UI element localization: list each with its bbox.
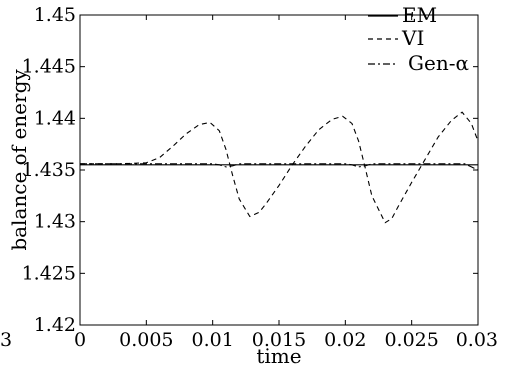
x-tick-label: 0.03 [456, 329, 498, 351]
y-axis-ticks: 1.42 1.425 1.43 1.435 1.44 1.445 1.45 [22, 4, 478, 336]
x-axis-label: time [256, 344, 301, 368]
x-tick-label: 0 [74, 329, 86, 351]
x-tick-label: 0.015 [252, 329, 306, 351]
y-tick-label: 1.45 [34, 4, 76, 26]
stray-tick-label: 3 [0, 329, 12, 351]
x-axis-ticks: 0 0.005 0.01 0.015 0.02 0.025 0.03 [74, 15, 498, 351]
y-tick-label: 1.44 [34, 107, 76, 129]
y-tick-label: 1.435 [22, 159, 76, 181]
series-vi-line [80, 111, 479, 224]
x-tick-label: 0.01 [192, 329, 234, 351]
y-tick-label: 1.445 [22, 56, 76, 78]
series-layer [80, 111, 479, 224]
legend: EM VI Gen-α [368, 3, 469, 75]
legend-label-vi: VI [401, 26, 424, 50]
x-tick-label: 0.025 [384, 329, 438, 351]
legend-label-em: EM [402, 3, 437, 27]
y-tick-label: 1.43 [34, 211, 76, 233]
y-tick-label: 1.42 [34, 314, 76, 336]
y-tick-label: 1.425 [22, 262, 76, 284]
y-axis-label: balance of energy [7, 69, 31, 251]
x-tick-label: 0.005 [119, 329, 173, 351]
legend-label-gen-alpha: Gen-α [408, 51, 469, 75]
series-gen-alpha-line [80, 163, 479, 171]
x-tick-label: 0.02 [324, 329, 366, 351]
